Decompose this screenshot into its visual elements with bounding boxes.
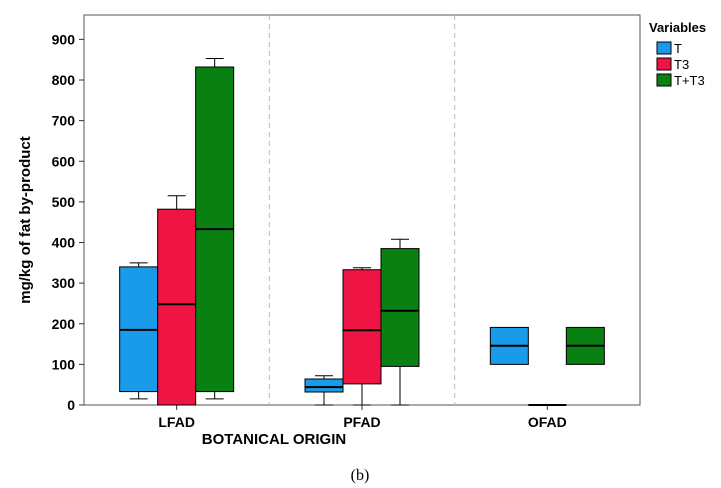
- box-t3: [342, 269, 382, 385]
- y-tick-label: 400: [52, 235, 76, 251]
- y-tick-label: 500: [52, 194, 76, 210]
- y-tick-label: 700: [52, 113, 76, 129]
- box-t3: [157, 208, 197, 406]
- legend-swatch: [656, 57, 672, 71]
- x-tick-label: PFAD: [343, 414, 380, 430]
- y-tick-label: 0: [67, 397, 75, 413]
- legend-swatch: [656, 41, 672, 55]
- legend-label: T+T3: [674, 73, 705, 88]
- legend-label: T3: [674, 57, 689, 72]
- legend-swatch: [656, 73, 672, 87]
- box-t: [304, 378, 344, 393]
- plot-area: 0 100 200 300 400 500 600 700 800 900 LFAD PFAD OFAD: [52, 14, 641, 430]
- y-tick-label: 100: [52, 356, 76, 372]
- x-axis-title: BOTANICAL ORIGIN: [202, 431, 346, 448]
- y-axis-title: mg/kg of fat by-product: [17, 136, 34, 304]
- legend-title: Variables: [649, 20, 706, 35]
- x-tick-label: LFAD: [158, 414, 195, 430]
- y-tick-label: 600: [52, 153, 76, 169]
- legend-label: T: [674, 41, 682, 56]
- y-tick-label: 200: [52, 316, 76, 332]
- box-t-t3: [380, 248, 420, 367]
- x-tick-label: OFAD: [528, 414, 567, 430]
- figure-caption: (b): [351, 467, 370, 484]
- y-tick-label: 800: [52, 72, 76, 88]
- y-tick-label: 900: [52, 31, 76, 47]
- y-tick-label: 300: [52, 275, 76, 291]
